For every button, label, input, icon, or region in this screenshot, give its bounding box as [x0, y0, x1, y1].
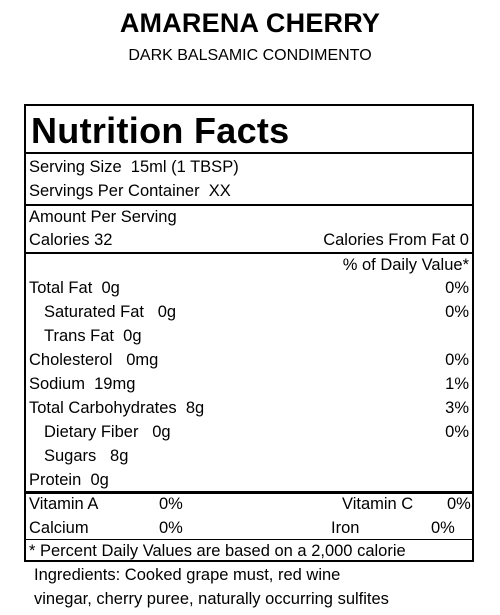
nutrient-name: Total Fat 0g — [29, 279, 120, 297]
nutrient-row-trans-fat: Trans Fat 0g — [26, 324, 472, 348]
ingredients-line: vinegar, cherry puree, naturally occurri… — [34, 590, 389, 608]
iron-dv: 0% — [431, 519, 455, 537]
serving-size-row: Serving Size 15ml (1 TBSP) — [26, 155, 472, 179]
nutrient-row-sugars: Sugars 8g — [26, 444, 472, 468]
nutrient-name: Trans Fat 0g — [44, 327, 142, 345]
vitamin-a-dv: 0% — [159, 495, 183, 513]
divider — [26, 539, 472, 540]
divider — [26, 152, 472, 154]
calories-from-fat: Calories From Fat 0 — [323, 231, 469, 249]
vitamin-c-label: Vitamin C — [342, 495, 414, 513]
footnote-row: * Percent Daily Values are based on a 2,… — [26, 539, 472, 563]
vitamin-a-label: Vitamin A — [29, 495, 99, 513]
nutrient-row-sodium: Sodium 19mg 1% — [26, 372, 472, 396]
nutrient-dv: 0% — [445, 279, 469, 297]
calories-row: Calories 32 Calories From Fat 0 — [26, 228, 472, 252]
divider — [26, 204, 472, 206]
nutrient-name: Saturated Fat 0g — [44, 303, 177, 321]
nutrition-facts-title: Nutrition Facts — [31, 110, 290, 151]
calcium-dv: 0% — [159, 519, 183, 537]
ingredients: Ingredients: Cooked grape must, red wine… — [34, 563, 474, 611]
nutrient-row-total-carbohydrates: Total Carbohydrates 8g 3% — [26, 396, 472, 420]
daily-value-footnote: * Percent Daily Values are based on a 2,… — [29, 542, 406, 560]
nutrient-dv: 0% — [445, 351, 469, 369]
ingredients-line: Ingredients: Cooked grape must, red wine — [34, 566, 341, 584]
nutrient-name: Total Carbohydrates 8g — [29, 399, 205, 417]
product-name: AMARENA CHERRY — [119, 8, 381, 38]
iron-label: Iron — [331, 519, 360, 537]
nutrient-name: Dietary Fiber 0g — [44, 423, 171, 441]
nutrient-dv: 0% — [445, 423, 469, 441]
nutrient-row-total-fat: Total Fat 0g 0% — [26, 276, 472, 300]
nutrition-facts-panel: Nutrition Facts Serving Size 15ml (1 TBS… — [24, 104, 474, 562]
calories: Calories 32 — [29, 231, 113, 249]
nutrient-name: Protein 0g — [29, 471, 109, 489]
nutrient-name: Sodium 19mg — [29, 375, 136, 393]
divider — [26, 252, 472, 254]
nutrient-name: Cholesterol 0mg — [29, 351, 159, 369]
product-subtitle: DARK BALSAMIC CONDIMENTO — [128, 47, 372, 64]
servings-per-container: Servings Per Container XX — [29, 182, 231, 200]
servings-per-container-row: Servings Per Container XX — [26, 179, 472, 203]
calcium-label: Calcium — [29, 519, 89, 537]
serving-size: Serving Size 15ml (1 TBSP) — [29, 158, 239, 176]
vitamin-c-dv: 0% — [447, 495, 471, 513]
nutrient-dv: 1% — [445, 375, 469, 393]
nutrient-row-protein: Protein 0g — [26, 468, 472, 492]
nutrient-name: Sugars 8g — [44, 447, 129, 465]
daily-value-header-row: % of Daily Value* — [26, 253, 472, 277]
amount-per-serving-row: Amount Per Serving — [26, 205, 472, 229]
nutrient-row-cholesterol: Cholesterol 0mg 0% — [26, 348, 472, 372]
amount-per-serving: Amount Per Serving — [29, 208, 177, 226]
divider-thick — [26, 491, 472, 494]
nutrient-dv: 0% — [445, 303, 469, 321]
nutrient-row-saturated-fat: Saturated Fat 0g 0% — [26, 300, 472, 324]
daily-value-header: % of Daily Value* — [342, 256, 469, 274]
nutrient-dv: 3% — [445, 399, 469, 417]
nutrient-row-dietary-fiber: Dietary Fiber 0g 0% — [26, 420, 472, 444]
